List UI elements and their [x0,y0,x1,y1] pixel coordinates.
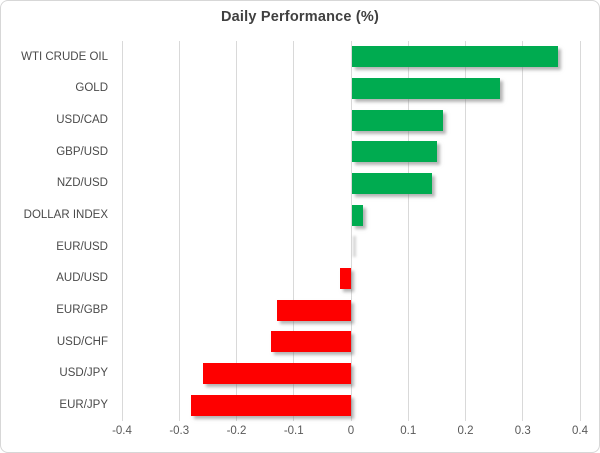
bar-usd-jpy [202,363,352,384]
category-axis: WTI CRUDE OIL GOLD USD/CAD GBP/USD NZD/USD DO… [1,41,114,421]
bar-eur-gbp [277,299,352,321]
value-axis: -0.4 -0.3 -0.2 -0.1 0 0.1 0.2 0.3 0.4 [1,425,599,445]
category-label: AUD/USD [56,272,108,285]
bar-gbp-usd [351,141,438,163]
bar-aud-usd [340,268,352,289]
chart-title: Daily Performance (%) [220,9,380,25]
category-label: NZD/USD [56,177,108,190]
category-label: EUR/GBP [56,304,108,317]
bar-usd-cad [351,109,444,131]
category-label: USD/CHF [56,335,108,348]
x-tick-label: 0 [347,425,355,437]
gridline [465,41,466,421]
bar-wti-crude-oil [351,46,558,68]
gridline [178,41,180,421]
bar-eur-jpy [191,394,352,416]
category-label: GBP/USD [56,145,108,158]
category-label: DOLLAR INDEX [23,209,108,222]
x-tick-label: -0.3 [169,425,190,437]
gridline [407,41,409,421]
category-label: EUR/USD [56,240,108,253]
category-label: USD/CAD [56,114,108,127]
gridline [579,41,581,421]
category-label: GOLD [75,82,108,95]
x-tick-label: -0.2 [226,425,247,437]
plot-area [121,41,581,421]
x-tick-label: 0.2 [457,425,474,437]
gridline [236,41,237,421]
bar-dollar-index [351,204,363,226]
bar-eur-usd [353,236,356,258]
category-label: EUR/JPY [59,399,108,412]
x-tick-label: -0.1 [283,425,304,437]
gridline [522,41,524,421]
x-tick-label: 0.4 [572,425,588,437]
category-label: USD/JPY [59,367,108,380]
gridline [293,41,295,421]
x-tick-label: -0.4 [112,425,132,437]
x-tick-label: 0.1 [400,425,417,437]
gridline [350,41,352,421]
x-tick-label: 0.3 [514,425,531,437]
gridline [121,41,123,421]
bar-usd-chf [271,331,352,353]
bar-nzd-usd [351,173,432,194]
bar-gold [351,78,501,99]
category-label: WTI CRUDE OIL [21,50,108,63]
